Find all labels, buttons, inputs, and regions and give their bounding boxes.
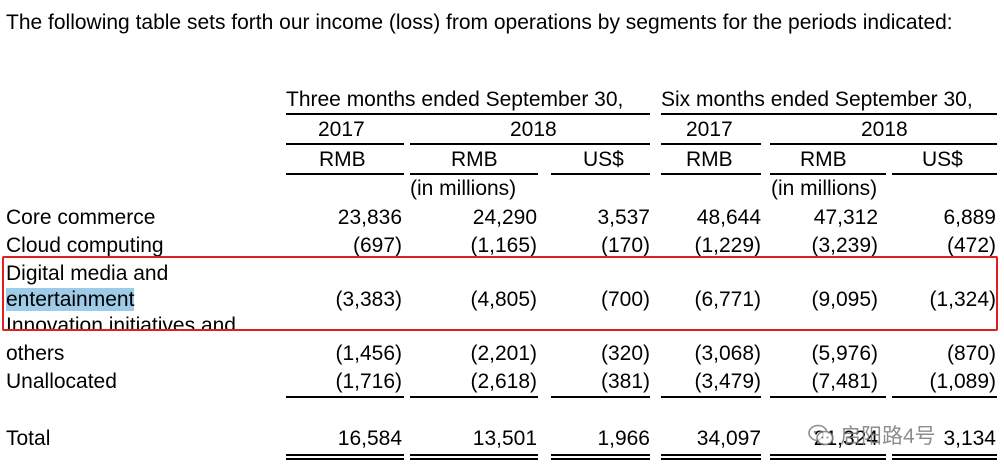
intro-paragraph: The following table sets forth our incom… [6,11,953,34]
currency-header-3: US$ [583,148,624,171]
table-cell: 6,889 [943,206,996,229]
total-double-rule-4 [661,454,761,460]
highlight-box [2,256,998,331]
table-cell: (2,201) [470,342,537,365]
row-label-core-commerce: Core commerce [6,206,156,229]
table-cell: 34,097 [696,427,761,450]
table-cell: (9,095) [811,288,878,311]
total-double-rule-5 [770,454,886,460]
table-cell: 3,134 [943,427,996,450]
currency-rule-2 [410,173,538,175]
year-header-2017-h: 2017 [686,118,733,141]
table-cell: (1,165) [470,234,537,257]
subtotal-rule-1 [286,396,404,398]
table-cell: 3,537 [597,206,650,229]
row-label-innovation-clip: Innovation initiatives and [6,314,236,331]
table-cell: (381) [600,370,650,393]
period-rule-three [286,113,650,115]
watermark: 启阳路4号 [808,420,936,450]
currency-header-5: RMB [800,148,847,171]
table-cell: 48,644 [696,206,761,229]
total-double-rule-1 [286,454,404,460]
subtotal-rule-5 [770,396,886,398]
units-note-six: (in millions) [771,177,878,200]
subtotal-rule-4 [661,396,761,398]
row-label-total: Total [6,427,51,450]
table-cell: (1,716) [335,370,402,393]
table-cell: 1,966 [597,427,650,450]
currency-rule-1 [286,173,404,175]
period-header-three-months: Three months ended September 30, [286,88,624,111]
table-cell: 23,836 [337,206,402,229]
table-cell: (2,618) [470,370,537,393]
currency-header-2: RMB [451,148,498,171]
table-cell: (1,089) [929,370,996,393]
table-cell: (1,324) [929,288,996,311]
row-label-unallocated: Unallocated [6,370,117,393]
subtotal-rule-6 [892,396,997,398]
period-header-six-months: Six months ended September 30, [661,88,973,111]
year-rule-1 [286,143,404,145]
row-label-innovation-line1: Innovation initiatives and [6,314,236,331]
selected-text[interactable]: entertainment [6,288,135,311]
currency-rule-4 [661,173,761,175]
row-label-digital-media-line2: entertainment [6,288,135,312]
total-double-rule-6 [892,454,997,460]
subtotal-rule-2 [410,396,538,398]
period-rule-six [661,113,997,115]
table-cell: (697) [352,234,402,257]
subtotal-rule-3 [551,396,650,398]
table-cell: (700) [600,288,650,311]
table-cell: (3,239) [811,234,878,257]
table-cell: 24,290 [472,206,537,229]
total-double-rule-3 [551,454,650,460]
year-rule-2 [410,143,650,145]
year-header-2018-h: 2018 [861,118,908,141]
row-label-innovation-line2: others [6,342,65,365]
year-header-2017-q: 2017 [318,118,365,141]
table-cell: 13,501 [472,427,537,450]
table-cell: (472) [946,234,996,257]
total-double-rule-2 [410,454,538,460]
watermark-text: 启阳路4号 [840,425,936,448]
table-cell: (170) [600,234,650,257]
table-cell: (4,805) [470,288,537,311]
year-rule-3 [661,143,761,145]
table-cell: 47,312 [813,206,878,229]
table-cell: (6,771) [694,288,761,311]
table-cell: (5,976) [811,342,878,365]
table-cell: 16,584 [337,427,402,450]
year-header-2018-q: 2018 [510,118,557,141]
wechat-icon [808,424,834,446]
currency-rule-3 [551,173,650,175]
currency-rule-5 [770,173,886,175]
year-rule-4 [770,143,997,145]
currency-rule-6 [892,173,997,175]
row-label-digital-media-line1: Digital media and [6,262,169,285]
currency-header-1: RMB [319,148,366,171]
table-cell: (3,479) [694,370,761,393]
currency-header-6: US$ [922,148,963,171]
table-cell: (320) [600,342,650,365]
table-cell: (1,456) [335,342,402,365]
row-label-cloud-computing: Cloud computing [6,234,164,257]
table-cell: (870) [946,342,996,365]
table-cell: (7,481) [811,370,878,393]
table-cell: (3,068) [694,342,761,365]
table-cell: (3,383) [335,288,402,311]
units-note-three: (in millions) [410,177,517,200]
table-cell: (1,229) [694,234,761,257]
currency-header-4: RMB [686,148,733,171]
